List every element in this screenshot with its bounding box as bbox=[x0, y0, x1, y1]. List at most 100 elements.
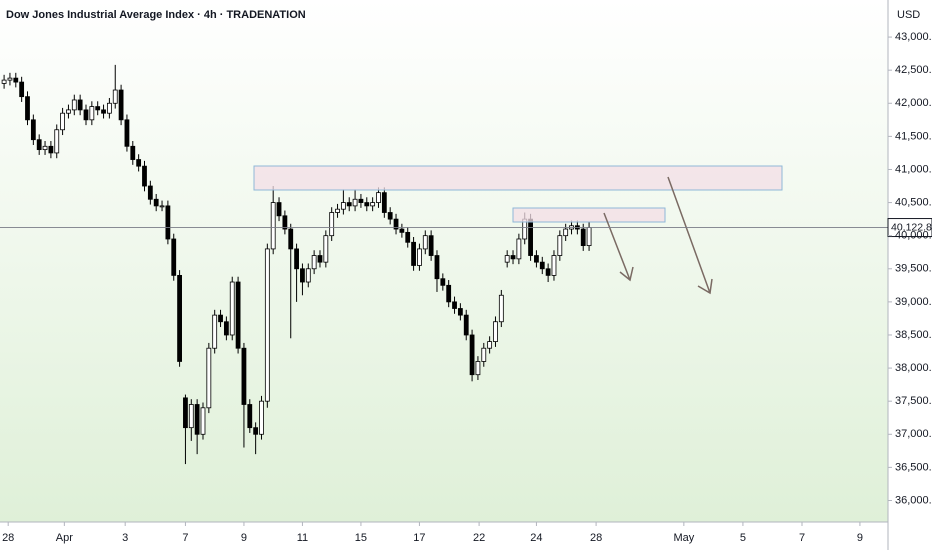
candle-body bbox=[481, 347, 487, 362]
candle-body bbox=[165, 205, 171, 240]
candle-body bbox=[399, 228, 405, 233]
candle-body bbox=[311, 255, 317, 270]
x-tick-label: 11 bbox=[297, 532, 308, 544]
candle-body bbox=[42, 145, 48, 151]
candle-body bbox=[340, 202, 346, 210]
candle-body bbox=[71, 99, 77, 111]
candle-body bbox=[30, 119, 36, 141]
candle-body bbox=[358, 198, 364, 203]
candle-body bbox=[580, 228, 586, 247]
candle-body bbox=[329, 212, 335, 237]
x-tick-label: 22 bbox=[473, 532, 485, 544]
candle-body bbox=[188, 404, 194, 429]
candle-body bbox=[54, 129, 60, 154]
candle-body bbox=[317, 255, 323, 263]
time-axis bbox=[0, 522, 888, 550]
candle-body bbox=[142, 165, 147, 187]
candle-body bbox=[13, 77, 19, 83]
arrow bbox=[667, 176, 713, 295]
y-tick-label: 42,000.0 bbox=[895, 97, 932, 109]
candle-body bbox=[539, 261, 545, 270]
candle-body bbox=[469, 334, 475, 376]
candle-body bbox=[270, 202, 276, 250]
candle-body bbox=[440, 278, 446, 286]
currency-label: USD bbox=[897, 9, 920, 21]
candles bbox=[1, 64, 592, 465]
candle-body bbox=[498, 294, 504, 323]
candle-body bbox=[387, 212, 393, 220]
candle-body bbox=[364, 202, 370, 207]
candle-body bbox=[510, 255, 516, 260]
y-tick-label: 39,500.0 bbox=[895, 263, 932, 275]
candle-body bbox=[475, 361, 481, 376]
candle-body bbox=[218, 314, 223, 323]
y-tick-label: 43,000.0 bbox=[895, 31, 932, 43]
arrow bbox=[603, 212, 634, 282]
candle-body bbox=[528, 218, 533, 256]
x-tick-label: 9 bbox=[857, 532, 863, 544]
candle-body bbox=[487, 341, 493, 349]
candle-body bbox=[19, 81, 25, 98]
x-tick-label: 28 bbox=[2, 532, 14, 544]
candle-body bbox=[411, 241, 416, 266]
candle-body bbox=[305, 268, 311, 283]
candle-body bbox=[545, 268, 551, 276]
y-tick-label: 36,000.0 bbox=[895, 494, 932, 506]
candle-body bbox=[7, 77, 13, 81]
candle-body bbox=[235, 281, 241, 349]
candle-body bbox=[323, 235, 329, 263]
candle-body bbox=[294, 248, 299, 270]
candle-body bbox=[457, 308, 463, 316]
resistance-zone bbox=[253, 165, 783, 191]
candle-body bbox=[346, 202, 352, 207]
candle-body bbox=[446, 284, 452, 303]
candle-body bbox=[1, 79, 7, 84]
candle-body bbox=[206, 347, 212, 409]
candle-body bbox=[300, 268, 305, 283]
candle-body bbox=[434, 255, 440, 280]
candle-body bbox=[183, 397, 188, 429]
x-tick-label: 5 bbox=[740, 532, 746, 544]
candle-body bbox=[25, 96, 30, 121]
last-price-tag bbox=[887, 218, 932, 238]
candle-body bbox=[136, 159, 142, 167]
x-tick-label: May bbox=[673, 532, 694, 544]
x-tick-label: Apr bbox=[56, 532, 73, 544]
y-tick-label: 42,500.0 bbox=[895, 64, 932, 76]
candle-body bbox=[171, 238, 177, 276]
y-tick-label: 37,000.0 bbox=[895, 428, 932, 440]
candle-body bbox=[516, 238, 522, 260]
candle-body bbox=[504, 255, 510, 263]
y-tick-label: 38,000.0 bbox=[895, 362, 932, 374]
candle-body bbox=[493, 321, 498, 343]
candle-body bbox=[335, 208, 340, 213]
x-tick-label: 24 bbox=[530, 532, 542, 544]
candle-body bbox=[259, 400, 264, 435]
candle-body bbox=[247, 404, 253, 429]
x-tick-label: 9 bbox=[241, 532, 247, 544]
candle-body bbox=[428, 235, 434, 256]
candle-body bbox=[282, 215, 288, 230]
candle-body bbox=[241, 347, 247, 405]
candle-body bbox=[551, 255, 557, 276]
x-tick-label: 17 bbox=[413, 532, 425, 544]
candle-body bbox=[253, 427, 259, 435]
candle-body bbox=[452, 301, 457, 309]
candle-body bbox=[200, 407, 206, 435]
x-tick-label: 7 bbox=[182, 532, 188, 544]
candle-body bbox=[89, 106, 95, 121]
candle-body bbox=[288, 228, 294, 250]
y-tick-label: 40,000.0 bbox=[895, 230, 932, 242]
resistance-zone bbox=[512, 207, 666, 223]
y-tick-label: 37,500.0 bbox=[895, 395, 932, 407]
candle-body bbox=[405, 231, 411, 243]
overlay: 40,122.8 bbox=[0, 218, 932, 238]
candle-body bbox=[106, 102, 112, 114]
candle-body bbox=[534, 255, 539, 263]
candle-body bbox=[77, 99, 83, 111]
candle-body bbox=[60, 112, 65, 131]
candle-body bbox=[112, 89, 118, 104]
candle-body bbox=[463, 314, 469, 336]
x-tick-label: 3 bbox=[122, 532, 128, 544]
candle-body bbox=[212, 314, 218, 349]
